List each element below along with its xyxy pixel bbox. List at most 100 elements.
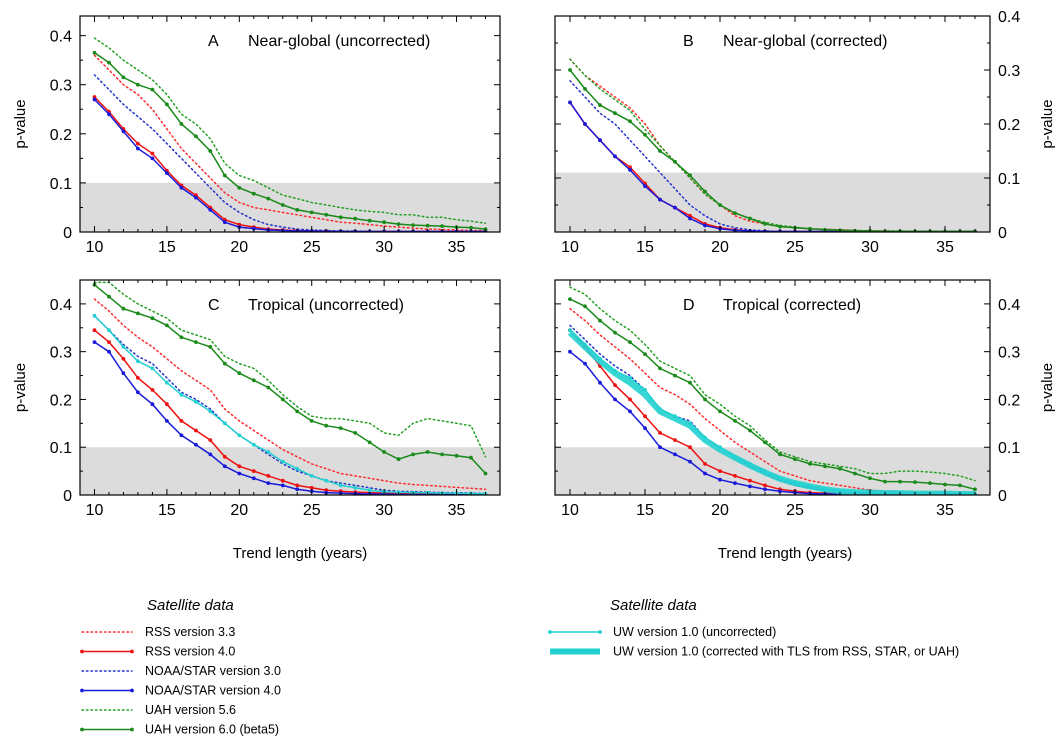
panel-title: Near-global (uncorrected) (248, 33, 430, 50)
series-uah-version-6-0-beta5-point-33 (913, 480, 917, 484)
series-noaa-star-version-4-0-point-23 (280, 483, 285, 488)
series-uah-version-6-0-beta5-point-31 (396, 457, 401, 462)
series-noaa-star-version-4-0-point-12 (121, 129, 126, 134)
x-tick-label-10: 10 (86, 502, 104, 519)
series-uah-version-6-0-beta5-point-14 (150, 87, 155, 92)
legend-items: RSS version 3.3 RSS version 4.0 NOAA/STAR … (80, 625, 959, 737)
series-uah-version-6-0-beta5-point-18 (208, 149, 213, 153)
panel-title: Tropical (corrected) (723, 297, 861, 314)
series-rss-version-4-0-point-23 (763, 483, 767, 488)
panel-letter: B (683, 33, 694, 50)
series-rss-version-4-0-point-20 (237, 464, 242, 469)
series-rss-version-4-0-point-12 (121, 356, 126, 361)
panels: 10 15 20 25 30 35 0 0.1 0.2 0.3 0.4 p-value A Near-gl… (12, 9, 1056, 519)
series-uah-version-6-0-beta5-point-13 (613, 330, 617, 335)
y-tick-label-0.1: 0.1 (50, 440, 72, 457)
x-tick-label-15: 15 (636, 502, 654, 519)
series-uah-version-6-0-beta5-point-21 (733, 211, 737, 216)
series-uah-version-6-0-beta5-point-28 (353, 216, 358, 221)
series-uw-version-1-0-uncorrected-point-15 (165, 380, 169, 385)
series-noaa-star-version-4-0-point-15 (165, 419, 169, 423)
series-uw-version-1-0-uncorrected-point-12 (121, 345, 126, 349)
y-tick-label-0: 0 (63, 488, 72, 505)
legend-marker (548, 630, 552, 634)
series-uw-version-1-0-corrected-with-tls-from-rss-star-or-uah-band (567, 330, 975, 495)
series-rss-version-4-0-point-15 (643, 414, 647, 419)
series-uw-version-1-0-uncorrected-point-11 (107, 328, 111, 333)
series-rss-version-4-0-point-20 (718, 469, 722, 473)
series-rss-version-4-0-point-21 (733, 474, 737, 478)
series-noaa-star-version-4-0-point-10 (92, 340, 97, 344)
series-noaa-star-version-4-0-point-16 (658, 197, 662, 202)
series-rss-version-4-0-point-19 (222, 454, 227, 459)
series-uah-version-6-0-beta5-point-28 (353, 431, 358, 435)
series-noaa-star-version-4-0-point-13 (613, 397, 617, 402)
panel-letter: A (208, 33, 219, 50)
series-rss-version-4-0-point-14 (150, 388, 155, 392)
series-uah-version-6-0-beta5-point-25 (793, 457, 797, 462)
series-uw-version-1-0-uncorrected-point-25 (309, 474, 314, 478)
series-uah-version-6-0-beta5-point-15 (643, 132, 647, 137)
legend-item-uw-version-1-0-corrected-with-tls-from-rss-star-or-uah: UW version 1.0 (corrected with TLS from … (550, 645, 959, 659)
series-uah-version-6-0-beta5-point-23 (763, 222, 767, 226)
series-noaa-star-version-4-0-point-18 (208, 208, 213, 212)
legend-label: RSS version 3.3 (145, 625, 235, 639)
legend-label: UW version 1.0 (uncorrected) (613, 625, 776, 639)
series-uah-version-6-0-beta5-point-22 (748, 216, 752, 221)
x-tick-label-25: 25 (786, 502, 804, 519)
x-tick-label-35: 35 (448, 502, 466, 519)
series-noaa-star-version-4-0-point-17 (673, 452, 677, 457)
series-uah-version-6-0-beta5-point-10 (92, 50, 97, 55)
series-uw-version-1-0-uncorrected-point-27 (338, 483, 343, 488)
series-uah-version-6-0-beta5-point-34 (440, 224, 444, 229)
series-uah-version-6-0-beta5-point-19 (703, 397, 707, 402)
series-rss-version-4-0-point-13 (136, 376, 140, 380)
x-tick-label-10: 10 (561, 502, 579, 519)
series-uw-version-1-0-uncorrected-point-17 (194, 399, 198, 404)
x-tick-label-20: 20 (711, 239, 729, 256)
legend-item-noaa-star-version-4-0: NOAA/STAR version 4.0 (80, 684, 281, 698)
series-rss-version-4-0-point-19 (703, 462, 707, 466)
series-noaa-star-version-4-0-point-14 (628, 168, 632, 172)
series-uah-version-6-0-beta5-point-14 (150, 316, 155, 321)
series-uah-version-6-0-beta5-point-23 (763, 440, 767, 445)
series-uw-version-1-0-uncorrected-point-18 (208, 409, 213, 414)
legend-item-uah-version-5-6: UAH version 5.6 (81, 703, 236, 717)
series-noaa-star-version-4-0-point-11 (583, 361, 587, 366)
legend-right-title: Satellite data (610, 597, 697, 614)
legend-marker (130, 727, 134, 732)
series-rss-version-3-3-line (93, 54, 487, 232)
legend: Satellite data Satellite data RSS versio… (80, 597, 959, 737)
panel-title: Near-global (corrected) (723, 33, 888, 50)
legend-item-rss-version-3-3: RSS version 3.3 (81, 625, 235, 639)
plot-frame (79, 279, 501, 496)
series-uah-version-6-0-beta5-point-17 (194, 134, 198, 139)
series-uah-version-6-0-beta5-line (569, 298, 976, 491)
series-noaa-star-version-4-0-point-12 (598, 380, 602, 385)
series-noaa-star-version-4-0-point-21 (251, 226, 256, 231)
legend-marker (130, 649, 134, 654)
series-uah-version-6-0-beta5-point-34 (440, 452, 444, 457)
series-noaa-star-version-4-0-point-14 (628, 409, 632, 414)
series-rss-version-4-0-point-14 (628, 397, 632, 402)
series-uah-version-6-0-beta5-point-35 (943, 482, 947, 487)
series-noaa-star-version-4-0-point-17 (194, 442, 198, 447)
series-rss-version-4-0-point-18 (208, 438, 213, 442)
series-uah-version-6-0-beta5-point-33 (425, 450, 430, 454)
x-axis-label-right: Trend length (years) (718, 545, 853, 562)
legend-marker (80, 727, 84, 732)
y-tick-label-0.3: 0.3 (998, 63, 1020, 80)
series-uah-version-6-0-beta5-point-29 (853, 471, 857, 476)
x-tick-label-15: 15 (158, 502, 176, 519)
series-noaa-star-version-4-0-point-15 (643, 184, 647, 189)
series-noaa-star-version-4-0-point-22 (266, 481, 271, 485)
series-noaa-star-version-4-0-point-11 (107, 349, 111, 354)
series-noaa-star-version-4-0-point-20 (718, 477, 722, 482)
series-uah-version-6-0-beta5-point-33 (425, 223, 430, 228)
series-uah-version-6-0-beta5-point-19 (222, 361, 227, 366)
series-uah-version-6-0-beta5-point-28 (838, 466, 842, 471)
series-noaa-star-version-4-0-point-24 (295, 487, 300, 492)
series-uah-version-6-0-beta5-point-30 (382, 220, 386, 225)
series-uah-version-6-0-beta5-point-20 (718, 409, 722, 414)
y-tick-label-0: 0 (63, 225, 72, 242)
